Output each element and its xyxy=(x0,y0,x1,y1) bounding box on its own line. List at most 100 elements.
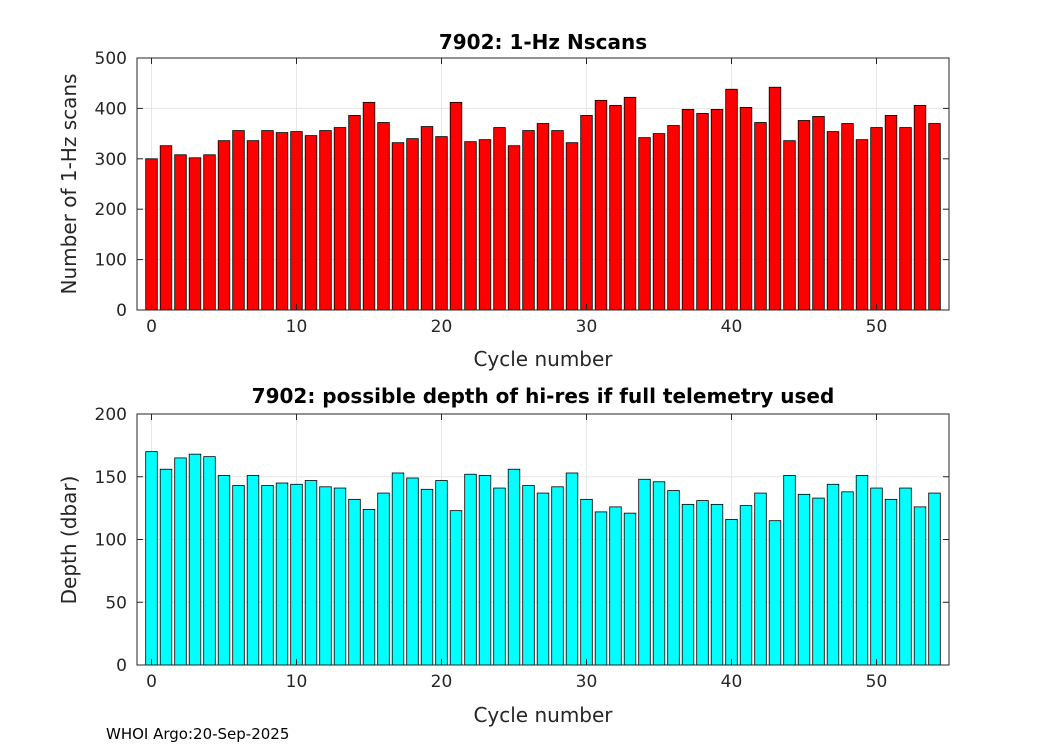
bar-cycle-48 xyxy=(841,123,854,311)
bar-cycle-25 xyxy=(507,145,521,311)
bar-cycle-32 xyxy=(609,506,622,666)
bar-cycle-46 xyxy=(812,497,825,666)
bar-cycle-23 xyxy=(478,139,492,311)
bar-cycle-1 xyxy=(159,145,173,311)
y-axis-label: Number of 1-Hz scans xyxy=(57,74,81,295)
y-tick-label: 0 xyxy=(116,656,127,676)
bar-cycle-18 xyxy=(406,477,419,666)
bar-cycle-22 xyxy=(464,141,477,311)
x-axis-label: Cycle number xyxy=(473,703,613,727)
bar-cycle-35 xyxy=(652,133,666,311)
bar-cycle-2 xyxy=(174,457,187,666)
y-tick-label: 50 xyxy=(105,593,127,613)
y-axis-label: Depth (dbar) xyxy=(57,476,81,605)
bar-cycle-49 xyxy=(855,139,869,311)
bar-cycle-33 xyxy=(623,96,637,311)
x-axis-label: Cycle number xyxy=(473,347,613,371)
bar-cycle-33 xyxy=(623,512,637,666)
bar-cycle-8 xyxy=(261,485,274,666)
bar-cycle-26 xyxy=(522,485,535,666)
bar-cycle-40 xyxy=(725,519,738,666)
bar-cycle-12 xyxy=(319,486,332,666)
bar-cycle-42 xyxy=(754,492,767,666)
bar-cycle-48 xyxy=(841,491,854,666)
bar-cycle-18 xyxy=(406,138,419,311)
bar-cycle-20 xyxy=(435,136,448,311)
bar-cycle-2 xyxy=(174,154,187,311)
x-tick-label: 0 xyxy=(146,672,157,692)
bar-cycle-37 xyxy=(681,109,695,311)
x-tick-label: 40 xyxy=(721,672,743,692)
bar-cycle-54 xyxy=(928,492,941,666)
bar-cycle-47 xyxy=(826,131,840,311)
bar-cycle-10 xyxy=(290,483,303,666)
bar-cycle-31 xyxy=(594,99,608,311)
bar-cycle-1 xyxy=(159,468,173,666)
x-tick-label: 0 xyxy=(146,317,157,337)
bar-cycle-49 xyxy=(855,475,869,666)
x-tick-label: 30 xyxy=(576,317,598,337)
x-tick-label: 30 xyxy=(576,672,598,692)
bar-cycle-8 xyxy=(261,130,274,311)
y-tick-label: 0 xyxy=(116,301,127,321)
bar-cycle-12 xyxy=(319,130,332,311)
bars xyxy=(145,86,941,311)
bar-cycle-27 xyxy=(536,123,550,311)
bar-cycle-34 xyxy=(638,478,651,666)
bar-cycle-39 xyxy=(710,503,724,666)
x-tick-label: 50 xyxy=(866,672,888,692)
bar-cycle-44 xyxy=(783,475,796,666)
bar-cycle-25 xyxy=(507,468,521,666)
bar-cycle-36 xyxy=(667,490,680,666)
chart-title: 7902: 1-Hz Nscans xyxy=(439,30,647,54)
y-tick-label: 200 xyxy=(95,405,127,425)
bar-cycle-29 xyxy=(565,472,579,666)
y-tick-label: 400 xyxy=(95,99,127,119)
bar-cycle-43 xyxy=(768,86,782,311)
bar-cycle-11 xyxy=(304,480,318,666)
bar-cycle-24 xyxy=(493,487,506,666)
bar-cycle-34 xyxy=(638,137,651,311)
bar-cycle-26 xyxy=(522,130,535,311)
bar-cycle-31 xyxy=(594,511,608,666)
x-tick-label: 20 xyxy=(431,672,453,692)
bar-cycle-44 xyxy=(783,140,796,311)
bar-cycle-14 xyxy=(348,498,361,666)
bar-cycle-16 xyxy=(377,492,390,666)
bar-cycle-4 xyxy=(203,154,216,311)
bar-cycle-6 xyxy=(232,485,245,666)
bar-cycle-15 xyxy=(362,508,376,666)
bar-cycle-10 xyxy=(290,131,303,311)
bar-cycle-30 xyxy=(580,115,593,311)
bar-cycle-21 xyxy=(449,101,463,311)
bar-cycle-54 xyxy=(928,123,941,311)
bar-cycle-27 xyxy=(536,492,550,666)
bar-cycle-22 xyxy=(464,473,477,666)
bar-cycle-0 xyxy=(145,158,158,311)
bar-cycle-3 xyxy=(188,157,202,311)
y-tick-label: 200 xyxy=(95,200,127,220)
bar-cycle-52 xyxy=(899,127,912,311)
bar-cycle-9 xyxy=(275,482,289,666)
bar-cycle-19 xyxy=(420,488,434,666)
bar-cycle-51 xyxy=(884,115,898,311)
y-tick-label: 100 xyxy=(95,531,127,551)
bar-cycle-52 xyxy=(899,487,912,666)
bar-cycle-45 xyxy=(797,120,811,311)
x-tick-label: 10 xyxy=(286,672,308,692)
chart-depth: 0 10 20 30 40 50 0 50 100 150 200 7902: possible d… xyxy=(57,384,950,727)
axes-box xyxy=(136,57,950,311)
bar-cycle-15 xyxy=(362,101,376,311)
bar-cycle-5 xyxy=(217,140,231,311)
bar-cycle-21 xyxy=(449,510,463,666)
chart-title: 7902: possible depth of hi-res if full t… xyxy=(252,384,835,408)
bar-cycle-0 xyxy=(145,451,158,666)
bar-cycle-20 xyxy=(435,480,448,666)
x-tick-label: 10 xyxy=(286,317,308,337)
y-tick-label: 100 xyxy=(95,251,127,271)
bar-cycle-6 xyxy=(232,130,245,311)
bar-cycle-40 xyxy=(725,88,738,311)
y-tick-label: 500 xyxy=(95,49,127,69)
